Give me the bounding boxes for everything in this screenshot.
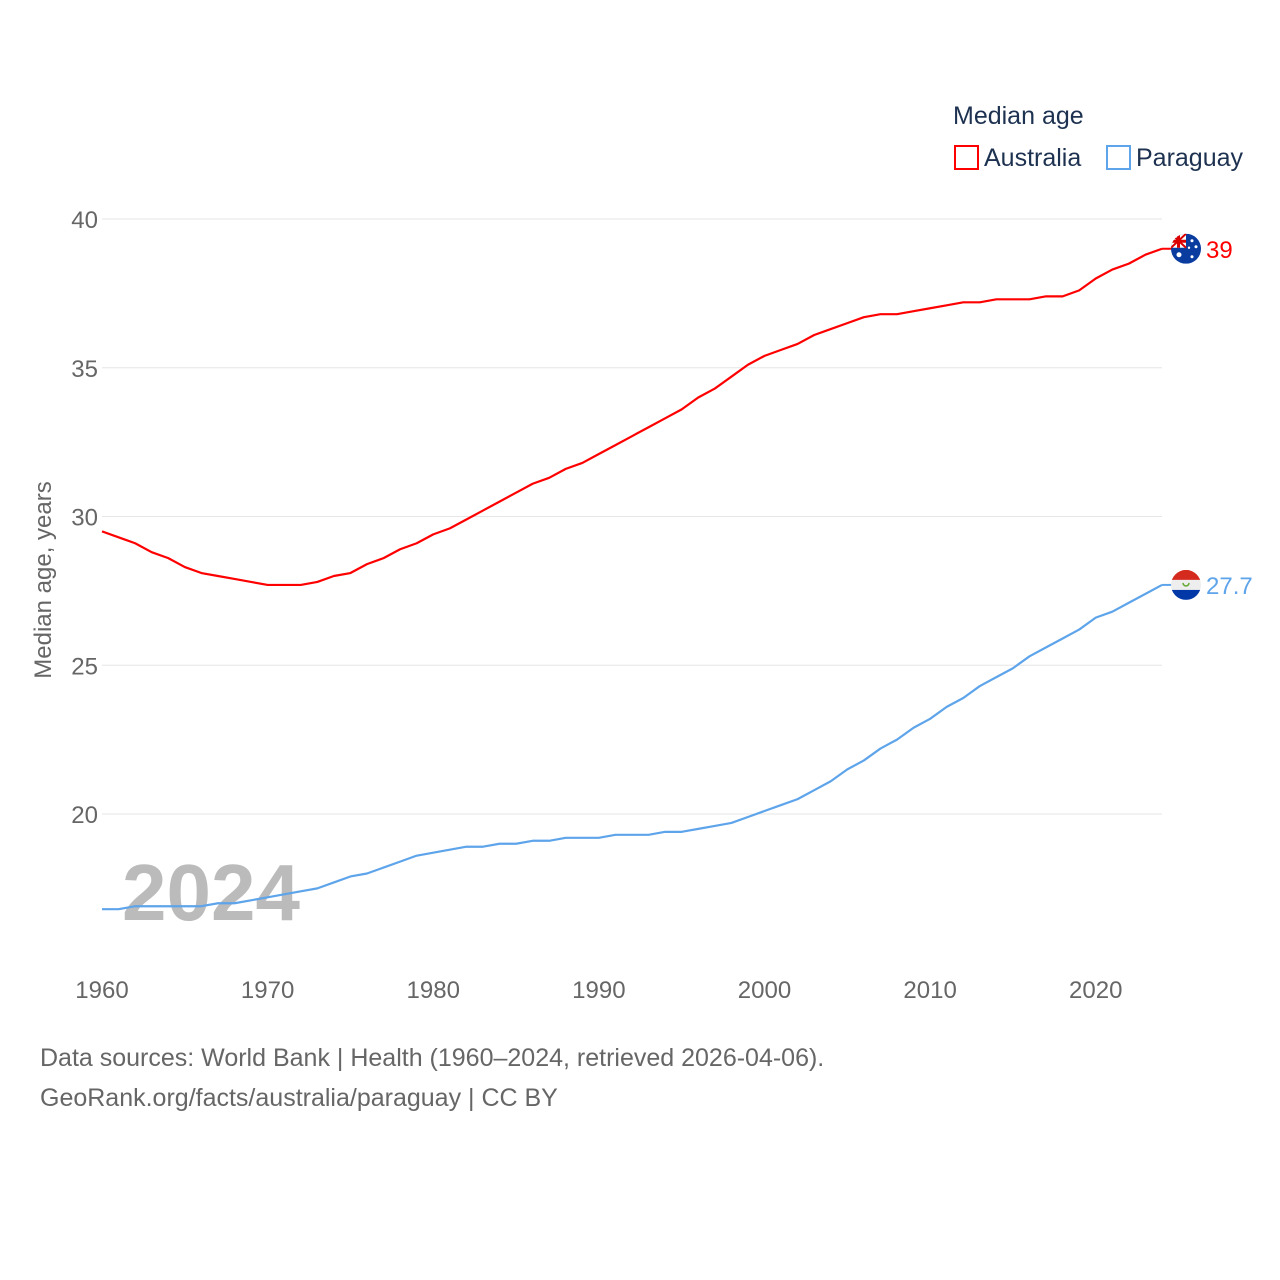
y-tick-label: 30 <box>71 505 98 532</box>
series-line-paraguay <box>102 583 1163 911</box>
legend-label-australia: Australia <box>984 144 1081 172</box>
x-tick-label: 1970 <box>241 977 294 1004</box>
series-line-australia <box>101 247 1163 587</box>
y-tick-label: 20 <box>71 802 98 829</box>
end-value-label: 27.7 <box>1206 573 1253 600</box>
x-tick-label: 1960 <box>75 977 128 1004</box>
attribution-text[interactable]: GeoRank.org/facts/australia/paraguay | C… <box>40 1084 558 1112</box>
legend-title: Median age <box>953 102 1084 130</box>
y-tick-label: 35 <box>71 356 98 383</box>
x-tick-label: 2020 <box>1069 977 1122 1004</box>
year-watermark: 2024 <box>122 848 300 937</box>
x-tick-label: 1980 <box>407 977 460 1004</box>
end-value-label: 39 <box>1206 237 1233 264</box>
x-tick-label: 2010 <box>903 977 956 1004</box>
legend-label-paraguay: Paraguay <box>1136 144 1244 172</box>
y-tick-label: 40 <box>71 207 98 234</box>
x-tick-label: 2000 <box>738 977 791 1004</box>
legend-swatch-paraguay <box>1106 145 1131 170</box>
y-axis-label: Median age, years <box>30 481 57 678</box>
legend-swatch-australia <box>954 145 979 170</box>
australia-flag-icon <box>1171 233 1201 264</box>
paraguay-flag-icon <box>1171 569 1201 600</box>
data-source-text: Data sources: World Bank | Health (1960–… <box>40 1044 825 1072</box>
x-tick-label: 1990 <box>572 977 625 1004</box>
line-chart: 20 25 30 35 40 1960 1970 1980 1990 2000 2010 2020 Me… <box>30 102 1253 1004</box>
y-tick-label: 25 <box>71 653 98 680</box>
